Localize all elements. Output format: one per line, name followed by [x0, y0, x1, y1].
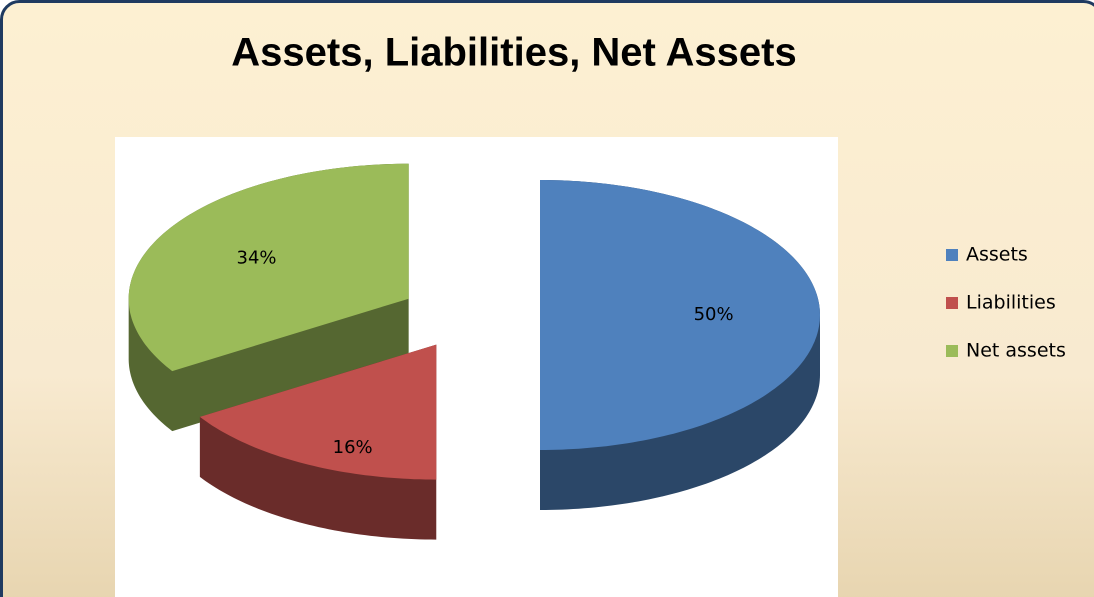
slice — [199, 344, 437, 480]
legend-label: Assets — [966, 244, 1028, 266]
chart-title: Assets, Liabilities, Net Assets — [231, 31, 796, 75]
legend-label: Liabilities — [966, 292, 1056, 314]
slice — [540, 180, 820, 450]
data-label: 16% — [333, 437, 373, 458]
legend-swatch — [946, 249, 958, 261]
pie: 50% 16% 34% — [128, 163, 820, 540]
data-label: 50% — [694, 304, 734, 325]
slice — [128, 163, 409, 372]
legend-swatch — [946, 297, 958, 309]
data-label: 34% — [237, 247, 277, 268]
legend-swatch — [946, 345, 958, 357]
legend: Assets Liabilities Net assets — [946, 244, 1066, 362]
legend-label: Net assets — [966, 340, 1066, 362]
